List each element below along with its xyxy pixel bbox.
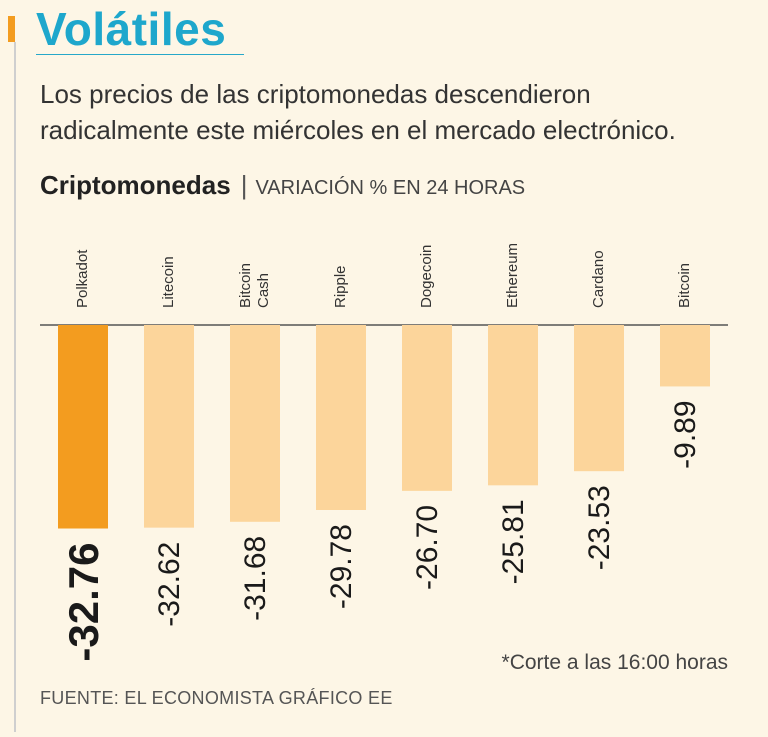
bar-5 [488, 325, 538, 486]
value-label-1: -32.62 [153, 542, 186, 627]
chart-subtitle: VARIACIÓN % EN 24 HORAS [255, 177, 526, 199]
subtitle: Los precios de las criptomonedas descend… [40, 76, 740, 148]
category-label-5: Ethereum [504, 243, 521, 308]
value-label-2: -31.68 [239, 536, 272, 621]
value-label-6: -23.53 [583, 485, 616, 570]
value-label-7: -9.89 [669, 400, 702, 468]
title-underline [36, 54, 244, 55]
value-label-5: -25.81 [497, 499, 530, 584]
category-label-0: Polkadot [74, 249, 91, 308]
bar-4 [402, 325, 452, 491]
bar-2 [230, 325, 280, 522]
value-label-3: -29.78 [325, 524, 358, 609]
value-label-4: -26.70 [411, 505, 444, 590]
left-rule [14, 42, 16, 732]
value-label-0: -32.76 [60, 543, 107, 662]
bar-0 [58, 325, 108, 529]
page-title: Volátiles [36, 3, 227, 55]
category-label-6: Cardano [590, 250, 607, 308]
category-label-2: BitcoinCash [237, 263, 272, 308]
accent-bar [8, 16, 15, 42]
category-label-1: Litecoin [160, 256, 177, 308]
bar-3 [316, 325, 366, 510]
subtitle-line-1: Los precios de las criptomonedas descend… [40, 79, 591, 109]
bar-6 [574, 325, 624, 472]
category-label-3: Ripple [332, 265, 349, 308]
category-label-7: Bitcoin [676, 263, 693, 308]
footnote: *Corte a las 16:00 horas [501, 651, 728, 674]
subtitle-line-2: radicalmente este miércoles en el mercad… [40, 115, 676, 145]
chart-title: Criptomonedas [40, 170, 231, 200]
bar-7 [660, 325, 710, 387]
chart-heading: Criptomonedas | VARIACIÓN % EN 24 HORAS [40, 170, 525, 201]
heading-separator: | [240, 170, 248, 200]
category-label-4: Dogecoin [418, 245, 435, 308]
bar-1 [144, 325, 194, 528]
source-credit: FUENTE: EL ECONOMISTA GRÁFICO EE [40, 688, 393, 708]
